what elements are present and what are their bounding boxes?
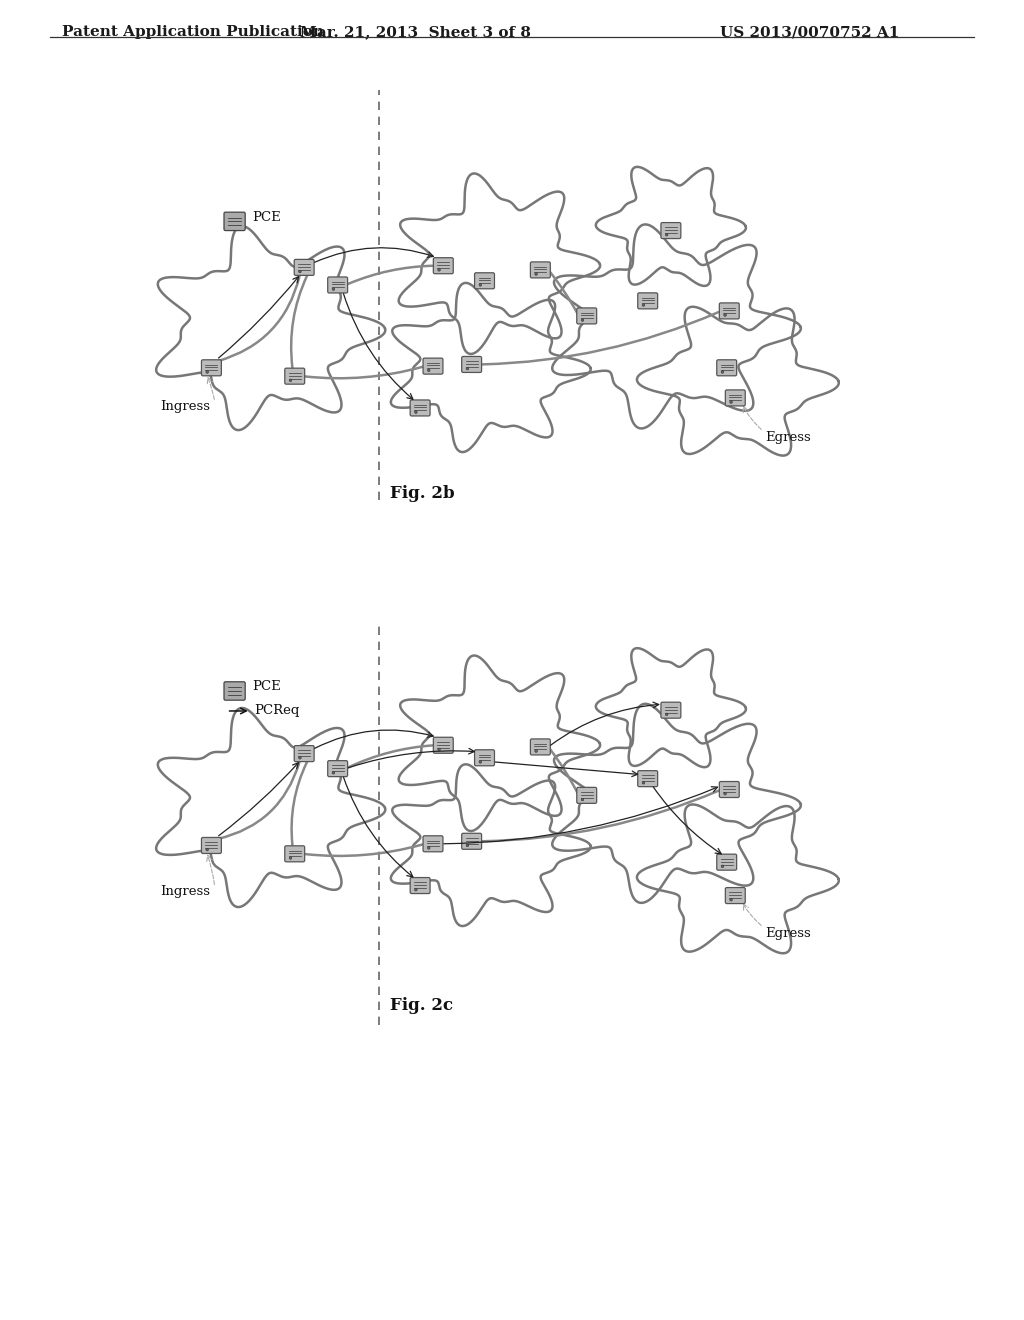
Polygon shape <box>157 708 385 907</box>
Polygon shape <box>637 804 839 953</box>
Circle shape <box>730 899 732 902</box>
FancyBboxPatch shape <box>719 781 739 797</box>
FancyBboxPatch shape <box>433 738 454 754</box>
Circle shape <box>289 379 292 381</box>
FancyBboxPatch shape <box>725 887 745 904</box>
FancyBboxPatch shape <box>328 277 347 293</box>
FancyBboxPatch shape <box>638 771 657 787</box>
Circle shape <box>721 371 724 374</box>
Circle shape <box>438 268 440 271</box>
FancyBboxPatch shape <box>411 878 430 894</box>
Circle shape <box>666 234 668 236</box>
Circle shape <box>721 865 724 867</box>
Circle shape <box>427 370 430 372</box>
Circle shape <box>438 748 440 751</box>
Circle shape <box>724 314 726 317</box>
FancyBboxPatch shape <box>474 273 495 289</box>
Circle shape <box>206 371 209 374</box>
Circle shape <box>466 367 469 370</box>
FancyBboxPatch shape <box>423 836 443 851</box>
FancyBboxPatch shape <box>328 760 347 776</box>
FancyBboxPatch shape <box>224 681 245 700</box>
FancyBboxPatch shape <box>294 260 314 276</box>
Text: US 2013/0070752 A1: US 2013/0070752 A1 <box>720 25 899 40</box>
Text: Patent Application Publication: Patent Application Publication <box>62 25 324 40</box>
FancyBboxPatch shape <box>462 356 481 372</box>
Circle shape <box>289 857 292 859</box>
FancyBboxPatch shape <box>474 750 495 766</box>
FancyBboxPatch shape <box>577 308 597 323</box>
FancyBboxPatch shape <box>660 223 681 239</box>
Circle shape <box>466 845 469 846</box>
Polygon shape <box>596 648 745 767</box>
Text: PCE: PCE <box>253 211 282 224</box>
Circle shape <box>535 273 538 276</box>
Text: PCReq: PCReq <box>255 705 300 718</box>
Text: PCE: PCE <box>253 681 282 693</box>
FancyBboxPatch shape <box>423 358 443 374</box>
FancyBboxPatch shape <box>433 257 454 273</box>
FancyBboxPatch shape <box>285 846 305 862</box>
Polygon shape <box>157 226 385 430</box>
Circle shape <box>415 411 417 413</box>
Circle shape <box>479 760 481 763</box>
Circle shape <box>299 271 301 273</box>
Circle shape <box>415 888 417 891</box>
Circle shape <box>666 713 668 715</box>
Circle shape <box>535 750 538 752</box>
FancyBboxPatch shape <box>717 854 736 870</box>
FancyBboxPatch shape <box>638 293 657 309</box>
Circle shape <box>582 799 584 801</box>
FancyBboxPatch shape <box>717 360 736 376</box>
Circle shape <box>479 284 481 286</box>
Polygon shape <box>398 656 600 832</box>
FancyBboxPatch shape <box>462 833 481 849</box>
Circle shape <box>427 846 430 849</box>
FancyBboxPatch shape <box>294 746 314 762</box>
FancyBboxPatch shape <box>202 360 221 376</box>
Text: Ingress: Ingress <box>160 400 210 413</box>
FancyBboxPatch shape <box>202 837 221 854</box>
Text: Egress: Egress <box>765 430 811 444</box>
Polygon shape <box>637 306 839 455</box>
FancyBboxPatch shape <box>725 389 745 407</box>
Polygon shape <box>596 166 745 286</box>
Polygon shape <box>391 282 591 451</box>
FancyBboxPatch shape <box>577 787 597 804</box>
Polygon shape <box>398 173 600 354</box>
Text: Egress: Egress <box>765 927 811 940</box>
Polygon shape <box>552 224 801 429</box>
Polygon shape <box>552 704 801 903</box>
FancyBboxPatch shape <box>719 302 739 319</box>
FancyBboxPatch shape <box>224 213 245 231</box>
Text: Fig. 2c: Fig. 2c <box>390 998 454 1014</box>
FancyBboxPatch shape <box>285 368 305 384</box>
FancyBboxPatch shape <box>660 702 681 718</box>
Text: Ingress: Ingress <box>160 884 210 898</box>
FancyBboxPatch shape <box>411 400 430 416</box>
Circle shape <box>332 771 335 774</box>
FancyBboxPatch shape <box>530 739 550 755</box>
Circle shape <box>332 288 335 290</box>
Circle shape <box>642 781 645 784</box>
Circle shape <box>582 318 584 321</box>
Circle shape <box>724 792 726 795</box>
Polygon shape <box>391 764 591 927</box>
Circle shape <box>299 756 301 759</box>
Circle shape <box>730 401 732 404</box>
Circle shape <box>206 849 209 851</box>
Circle shape <box>642 304 645 306</box>
Text: Mar. 21, 2013  Sheet 3 of 8: Mar. 21, 2013 Sheet 3 of 8 <box>299 25 530 40</box>
FancyBboxPatch shape <box>530 261 550 279</box>
Text: Fig. 2b: Fig. 2b <box>389 484 454 502</box>
